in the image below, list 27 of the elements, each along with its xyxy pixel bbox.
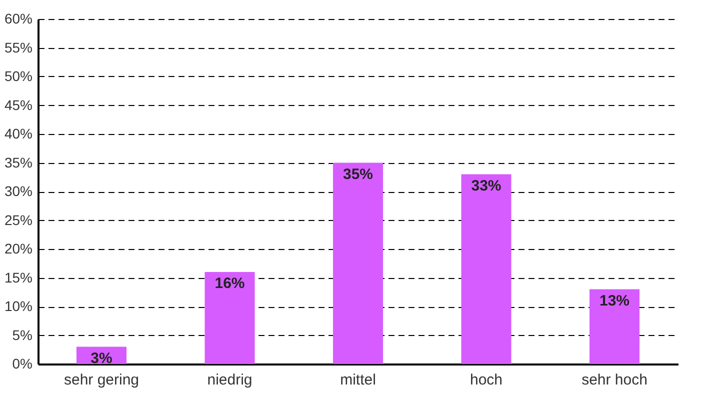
x-tick-label: sehr hoch bbox=[582, 372, 648, 388]
x-tick-label: niedrig bbox=[207, 372, 252, 388]
y-tick-label: 30% bbox=[4, 183, 32, 199]
y-tick-label: 0% bbox=[12, 356, 32, 372]
y-tick-label: 50% bbox=[4, 68, 32, 84]
bar bbox=[590, 289, 640, 364]
y-tick-label: 45% bbox=[4, 96, 32, 113]
y-tick-label: 35% bbox=[4, 154, 32, 170]
y-tick-label: 15% bbox=[4, 269, 32, 286]
data-label: 3% bbox=[90, 350, 112, 367]
x-tick-label: sehr gering bbox=[64, 372, 140, 388]
y-tick-label: 5% bbox=[12, 326, 32, 343]
data-label: 16% bbox=[214, 275, 245, 292]
y-tick-label: 10% bbox=[4, 298, 32, 314]
y-tick-label: 40% bbox=[4, 126, 32, 142]
y-tick-label: 20% bbox=[4, 240, 32, 256]
data-label: 35% bbox=[342, 166, 374, 183]
bar bbox=[332, 162, 384, 364]
bar bbox=[461, 174, 512, 364]
y-tick-label: 55% bbox=[4, 39, 32, 56]
y-tick-label: 60% bbox=[4, 10, 32, 26]
x-tick-label: hoch bbox=[470, 372, 503, 388]
data-label: 13% bbox=[599, 292, 630, 310]
y-tick-label: 25% bbox=[4, 212, 32, 228]
bar bbox=[204, 272, 255, 364]
x-tick-label: mittel bbox=[340, 372, 376, 388]
data-label: 33% bbox=[471, 177, 502, 194]
